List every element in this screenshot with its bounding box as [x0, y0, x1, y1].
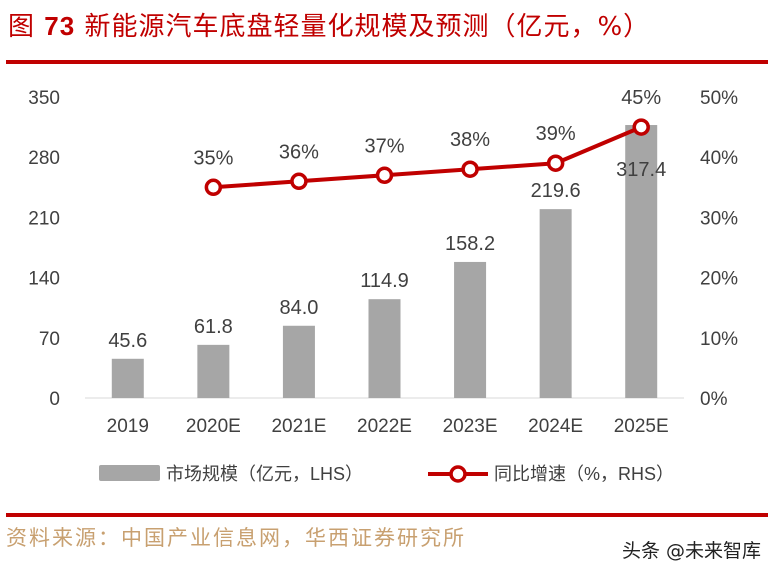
x-tick-label: 2020E [186, 416, 241, 437]
title-text: 新能源汽车底盘轻量化规模及预测（亿元，%） [84, 12, 651, 42]
bar-value-label: 219.6 [531, 180, 581, 202]
growth-value-label: 37% [364, 135, 404, 157]
right-tick-label: 50% [700, 88, 738, 109]
bar-value-label: 158.2 [445, 233, 495, 255]
growth-value-label: 35% [193, 147, 233, 169]
growth-value-label: 36% [279, 141, 319, 163]
x-tick-label: 2019 [107, 416, 149, 437]
growth-point [461, 160, 479, 178]
right-tick-label: 20% [700, 269, 738, 290]
right-tick-label: 40% [700, 148, 738, 169]
growth-line [213, 125, 642, 190]
legend-bar-label: 市场规模（亿元，LHS） [166, 464, 363, 484]
legend-bar-swatch [99, 465, 160, 481]
bottom-rule [6, 513, 768, 517]
left-tick-label: 70 [39, 329, 60, 350]
growth-point [546, 154, 565, 172]
title-prefix: 图 [8, 12, 36, 42]
figure-title: 图 73 新能源汽车底盘轻量化规模及预测（亿元，%） [8, 6, 650, 43]
left-tick-label: 140 [28, 269, 60, 290]
growth-value-label: 45% [621, 87, 661, 109]
growth-value-label: 39% [536, 123, 576, 145]
bar [111, 358, 144, 398]
source-note: 资料来源：中国产业信息网，华西证券研究所 [6, 526, 466, 550]
legend-line-marker [449, 465, 467, 483]
title-number: 73 [44, 11, 76, 41]
bar [197, 344, 230, 398]
bar-value-label: 317.4 [616, 159, 666, 181]
x-tick-label: 2025E [614, 416, 669, 437]
bar [368, 299, 401, 398]
bar-value-label: 114.9 [360, 270, 409, 292]
x-tick-label: 2021E [271, 416, 326, 437]
x-tick-label: 2023E [443, 416, 498, 437]
bar [454, 261, 487, 398]
growth-value-label: 38% [450, 129, 490, 151]
legend-line-label: 同比增速（%，RHS） [494, 464, 674, 484]
bar [282, 325, 315, 398]
growth-point [290, 172, 308, 191]
left-tick-label: 210 [28, 208, 60, 229]
right-tick-label: 0% [700, 389, 728, 410]
x-tick-label: 2024E [528, 416, 583, 437]
growth-point [375, 166, 394, 185]
right-tick-label: 30% [700, 208, 738, 229]
growth-point [204, 178, 223, 197]
bar-value-label: 45.6 [108, 330, 147, 352]
bar [539, 209, 572, 398]
left-tick-label: 0 [49, 389, 60, 410]
watermark: 头条 @未来智库 [622, 540, 762, 562]
right-tick-label: 10% [700, 329, 738, 350]
bar [625, 125, 658, 398]
x-tick-label: 2022E [357, 416, 412, 437]
left-tick-label: 350 [28, 88, 60, 109]
top-rule [6, 60, 768, 64]
left-tick-label: 280 [28, 148, 60, 169]
growth-point [632, 118, 650, 136]
bar-value-label: 61.8 [194, 316, 233, 338]
bar-value-label: 84.0 [279, 297, 318, 319]
